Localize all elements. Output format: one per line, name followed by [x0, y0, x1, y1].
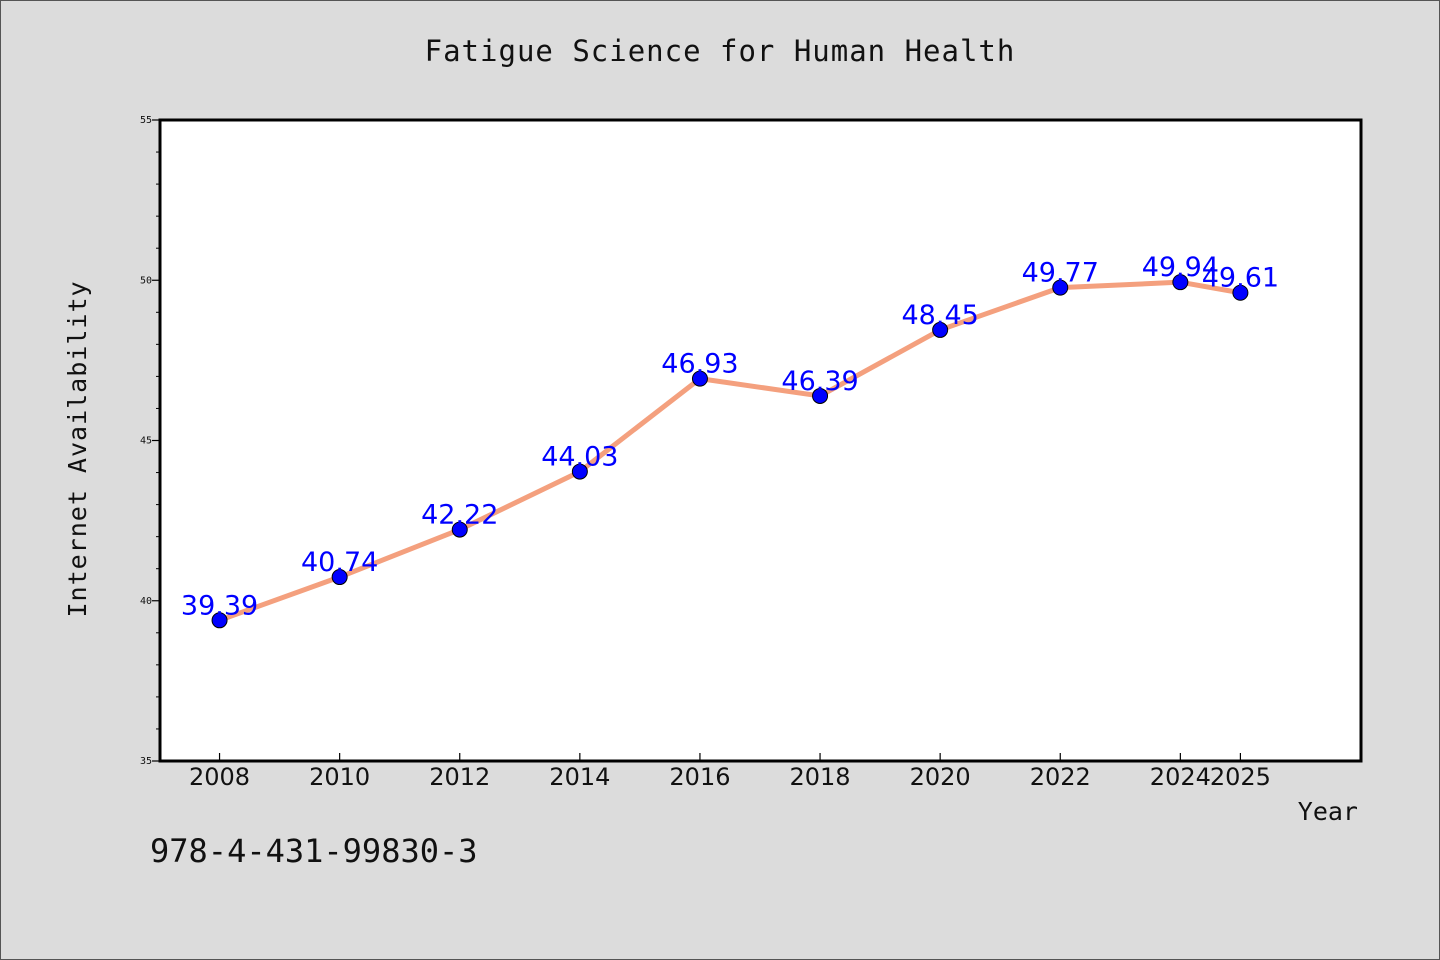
x-tick-label: 2016: [669, 763, 730, 791]
axis-label-layer: Year Internet Availability: [63, 280, 1358, 826]
y-tick-label: 35: [140, 756, 152, 767]
axis-ticks: 35 40 45 50 55 2008 2010 2012 2014 2016 2018 2020 20…: [140, 115, 1271, 791]
data-label: 42.22: [421, 500, 498, 531]
y-tick-label: 55: [140, 115, 152, 126]
y-tick-label: 45: [140, 436, 152, 447]
data-point: [451, 521, 468, 538]
data-label: 46.39: [781, 366, 858, 397]
x-tick-label: 2018: [790, 763, 851, 791]
x-tick-label: 2022: [1030, 763, 1091, 791]
data-label: 39.39: [181, 590, 258, 621]
data-label: 44.03: [541, 442, 618, 473]
x-tick-label: 2012: [429, 763, 490, 791]
x-tick-label: 2010: [309, 763, 370, 791]
data-point: [1052, 279, 1069, 296]
x-axis-label: Year: [1298, 797, 1358, 826]
data-point: [1172, 274, 1189, 291]
y-tick-label: 50: [140, 275, 152, 286]
data-label: 40.74: [301, 547, 378, 578]
data-label: 49.94: [1142, 252, 1219, 283]
data-label: 48.45: [902, 300, 979, 331]
data-point: [211, 612, 228, 629]
x-tick-label: 2024: [1150, 763, 1211, 791]
data-point: [1232, 284, 1249, 301]
x-tick-label: 2008: [189, 763, 250, 791]
data-point: [571, 463, 588, 480]
y-axis-label: Internet Availability: [63, 280, 92, 617]
data-label: 46.93: [661, 349, 738, 380]
data-point: [812, 387, 829, 404]
data-point: [691, 370, 708, 387]
x-tick-label: 2014: [549, 763, 610, 791]
data-point: [932, 321, 949, 338]
plot-border: [158, 118, 1363, 763]
marker-layer: [211, 274, 1249, 629]
plot-area: [160, 120, 1361, 761]
series-line: [217, 279, 1243, 623]
data-point: [331, 569, 348, 586]
data-label: 49.77: [1022, 258, 1099, 289]
series-line-layer: [217, 279, 1243, 623]
y-tick-label: 40: [140, 596, 152, 607]
data-label: 49.61: [1202, 263, 1279, 294]
x-tick-label: 2020: [910, 763, 971, 791]
isbn-text: 978-4-431-99830-3: [150, 832, 478, 870]
data-label-layer: 39.39 40.74 42.22 44.03 46.93 46.39 48.45 49.77…: [181, 252, 1279, 621]
chart-title: Fatigue Science for Human Health: [424, 34, 1016, 68]
x-tick-label: 2025: [1210, 763, 1271, 791]
